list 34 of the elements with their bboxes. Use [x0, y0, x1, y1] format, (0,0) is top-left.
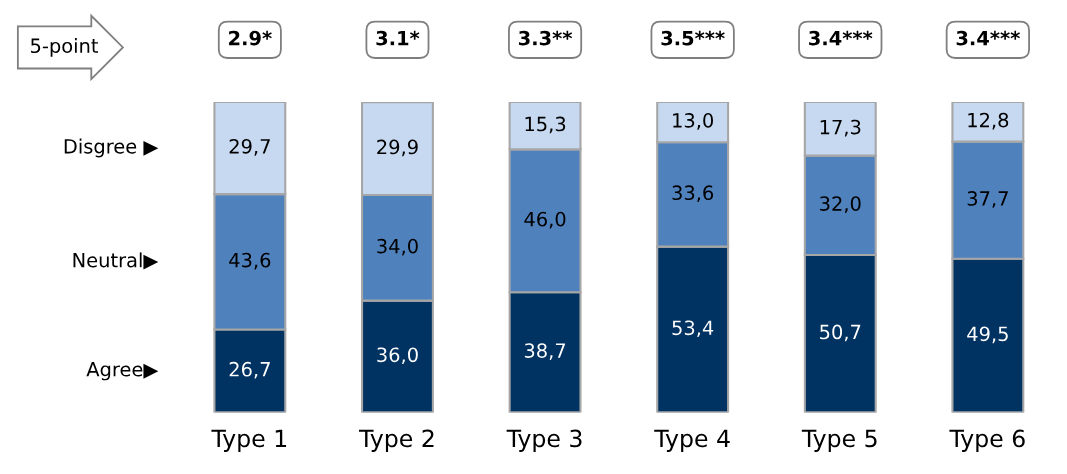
- x-tick-label: Type 3: [506, 429, 582, 452]
- text: Neutral▶: [73, 252, 159, 270]
- data-label: 43,6: [229, 252, 271, 270]
- data-label: 33,6: [672, 185, 714, 203]
- text: 2.9*: [229, 30, 272, 46]
- x-tick-label: Type 2: [359, 429, 434, 452]
- text: Disgree ▶: [64, 138, 159, 158]
- data-label: 13,0: [673, 113, 714, 130]
- data-label: 15,3: [525, 116, 566, 134]
- text: 5-point: [31, 37, 99, 57]
- data-label: 46,0: [524, 211, 566, 229]
- data-label: 53,4: [672, 320, 714, 338]
- data-label: 36,0: [377, 347, 418, 365]
- text: 3.3**: [518, 30, 573, 46]
- data-label: 29,9: [377, 139, 418, 157]
- text: 3.4***: [809, 30, 873, 46]
- x-tick-label: Type 1: [211, 429, 287, 452]
- text: 3.4***: [956, 30, 1020, 46]
- text: 3.5***: [661, 30, 725, 46]
- data-label: 29,7: [229, 138, 270, 156]
- data-label: 38,7: [524, 343, 566, 360]
- data-label: 49,5: [967, 326, 1008, 344]
- data-label: 12,8: [968, 112, 1009, 130]
- x-tick-label: Type 4: [654, 429, 730, 452]
- x-tick-label: Type 6: [949, 429, 1025, 452]
- data-label: 32,0: [820, 196, 861, 213]
- data-label: 37,7: [967, 191, 1008, 208]
- data-label: 26,7: [229, 361, 270, 379]
- data-label: 17,3: [820, 119, 861, 137]
- data-label: 34,0: [377, 238, 418, 256]
- x-tick-label: Type 5: [801, 429, 877, 452]
- text: Agree▶: [86, 362, 159, 381]
- data-label: 50,7: [820, 324, 861, 342]
- text: 3.1*: [376, 30, 420, 46]
